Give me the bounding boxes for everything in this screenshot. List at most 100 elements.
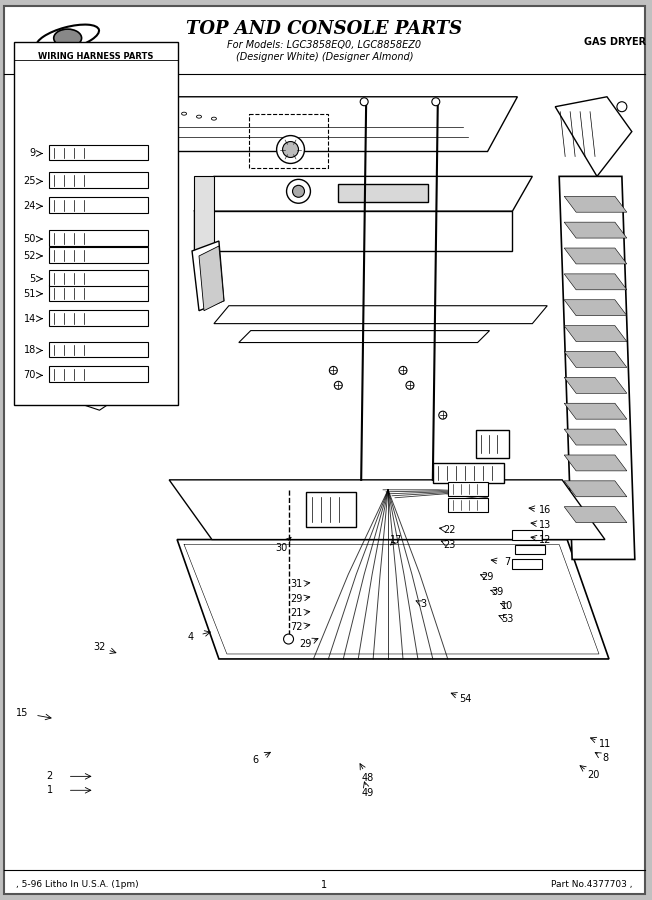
Bar [475, 430, 509, 458]
Circle shape [287, 179, 310, 203]
Polygon shape [214, 306, 547, 324]
Text: GAS DRYER: GAS DRYER [584, 37, 646, 47]
Polygon shape [194, 176, 532, 212]
Text: (Designer White) (Designer Almond): (Designer White) (Designer Almond) [235, 52, 413, 62]
Bar [14, 42, 178, 405]
Ellipse shape [182, 112, 186, 115]
Text: 11: 11 [599, 739, 611, 749]
Circle shape [406, 382, 414, 390]
Text: 18: 18 [23, 346, 36, 356]
Text: 31: 31 [290, 580, 303, 590]
Bar [49, 145, 148, 160]
Circle shape [293, 185, 304, 197]
Ellipse shape [53, 29, 82, 47]
Polygon shape [559, 176, 635, 560]
Text: 2: 2 [47, 771, 53, 781]
Bar [49, 366, 148, 382]
Text: 29: 29 [299, 639, 312, 649]
Bar [49, 230, 148, 246]
Text: 22: 22 [443, 525, 456, 535]
Bar [516, 544, 545, 554]
Polygon shape [564, 429, 627, 445]
Polygon shape [199, 246, 224, 310]
Bar [49, 173, 148, 188]
Bar [448, 482, 488, 496]
Bar [49, 270, 148, 286]
Text: 16: 16 [539, 505, 552, 515]
Text: 70: 70 [23, 371, 36, 381]
Text: 48: 48 [362, 773, 374, 783]
Text: 1: 1 [321, 880, 327, 890]
Text: 32: 32 [93, 642, 106, 652]
Text: 17: 17 [390, 535, 402, 544]
Polygon shape [169, 480, 605, 540]
Polygon shape [194, 212, 512, 251]
Polygon shape [564, 326, 627, 341]
Polygon shape [564, 352, 627, 367]
Circle shape [432, 98, 440, 105]
Text: 12: 12 [539, 535, 552, 544]
Text: 52: 52 [23, 251, 36, 261]
Text: 13: 13 [539, 519, 552, 529]
Text: For Models: LGC3858EQ0, LGC8858EZ0: For Models: LGC3858EQ0, LGC8858EZ0 [228, 40, 421, 50]
Bar [49, 197, 148, 213]
Polygon shape [564, 377, 627, 393]
Text: 39: 39 [492, 588, 503, 598]
Bar [512, 529, 542, 540]
Text: 4: 4 [188, 632, 194, 642]
Polygon shape [556, 97, 632, 176]
Circle shape [334, 382, 342, 390]
Ellipse shape [211, 117, 216, 121]
Text: 21: 21 [290, 608, 303, 618]
Circle shape [276, 136, 304, 164]
Text: 14: 14 [23, 314, 36, 324]
Text: 10: 10 [501, 601, 514, 611]
Polygon shape [564, 222, 627, 239]
Text: 20: 20 [587, 770, 599, 780]
Text: Part No.4377703 ,: Part No.4377703 , [552, 880, 633, 889]
Text: 72: 72 [290, 622, 303, 632]
Circle shape [439, 411, 447, 419]
Circle shape [282, 141, 299, 158]
Polygon shape [194, 176, 214, 251]
Circle shape [329, 366, 337, 374]
Bar [338, 184, 428, 202]
Polygon shape [104, 97, 518, 151]
Polygon shape [564, 507, 627, 523]
Polygon shape [192, 241, 224, 310]
Bar [49, 284, 148, 301]
Bar [448, 498, 488, 512]
Bar [249, 113, 329, 168]
Polygon shape [239, 330, 490, 343]
Bar [306, 491, 356, 526]
Polygon shape [177, 540, 609, 659]
Text: TOP AND CONSOLE PARTS: TOP AND CONSOLE PARTS [186, 20, 462, 38]
Text: 8: 8 [602, 753, 608, 763]
Text: 7: 7 [505, 557, 511, 567]
Text: 53: 53 [501, 614, 514, 625]
Bar [49, 310, 148, 326]
Bar [49, 247, 148, 263]
Circle shape [617, 102, 627, 112]
Text: Whirlpool: Whirlpool [33, 57, 102, 70]
Text: , 5-96 Litho In U.S.A. (1pm): , 5-96 Litho In U.S.A. (1pm) [16, 880, 138, 889]
Text: 1: 1 [47, 786, 53, 796]
Text: 50: 50 [23, 234, 36, 244]
Text: 29: 29 [481, 572, 494, 582]
Text: 49: 49 [362, 788, 374, 798]
Polygon shape [564, 248, 627, 264]
Ellipse shape [77, 128, 82, 131]
Text: 24: 24 [23, 202, 36, 211]
Polygon shape [564, 196, 627, 212]
Text: 5: 5 [29, 274, 36, 284]
Polygon shape [564, 481, 627, 497]
Text: WIRING HARNESS PARTS: WIRING HARNESS PARTS [38, 52, 154, 61]
Text: 23: 23 [443, 539, 456, 550]
Ellipse shape [196, 115, 201, 118]
Bar [512, 560, 542, 570]
Ellipse shape [117, 128, 122, 131]
Polygon shape [564, 300, 627, 316]
Text: 30: 30 [275, 543, 288, 553]
Text: 54: 54 [460, 694, 472, 704]
Bar [49, 341, 148, 357]
